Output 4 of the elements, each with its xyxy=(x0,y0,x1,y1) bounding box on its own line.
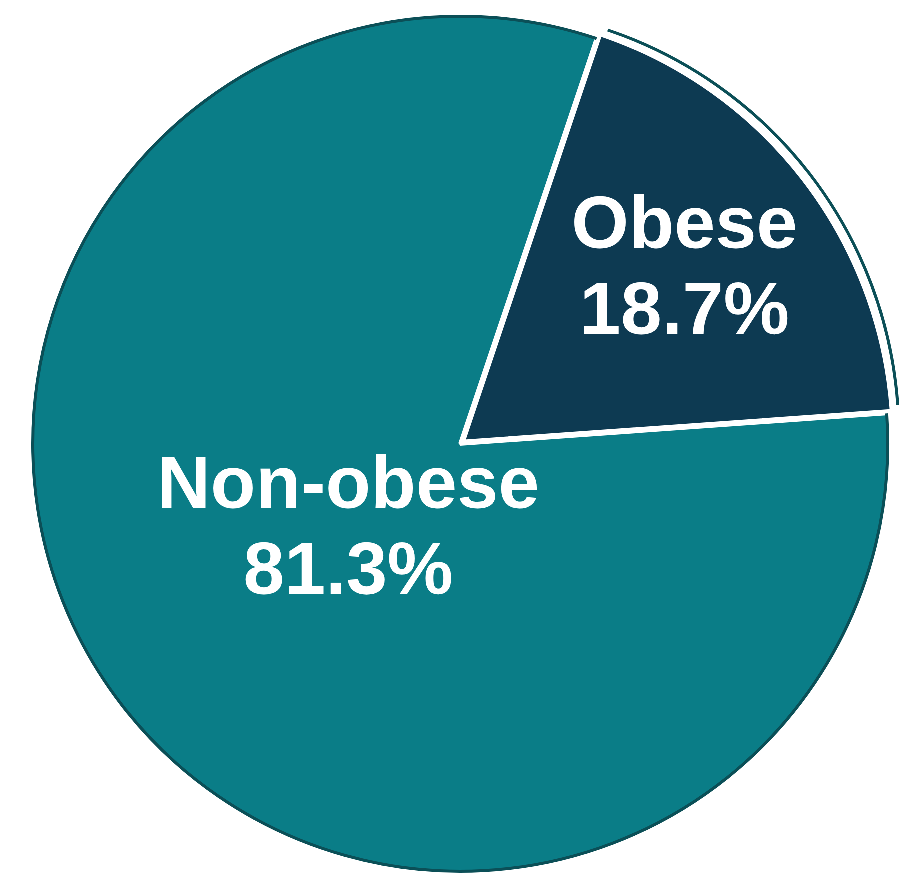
data-label: 18.7% xyxy=(580,266,790,350)
slice-label: Non-obese xyxy=(157,441,540,524)
data-label: 81.3% xyxy=(244,527,454,610)
slice-label: Obese xyxy=(572,180,798,264)
